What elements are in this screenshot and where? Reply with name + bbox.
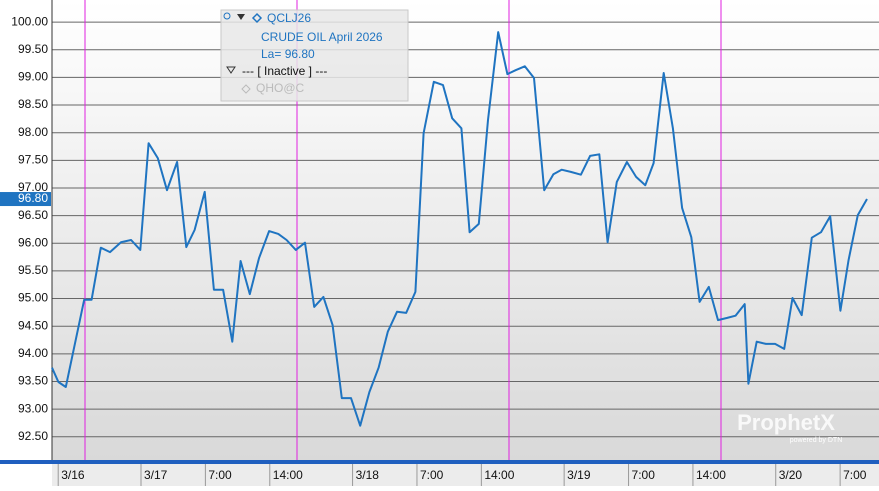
zoom-icon[interactable] bbox=[223, 12, 231, 20]
dropdown-icon[interactable] bbox=[237, 14, 245, 20]
watermark: ProphetX bbox=[737, 410, 835, 435]
y-tick-label: 95.00 bbox=[18, 291, 48, 305]
y-tick-label: 95.50 bbox=[18, 263, 48, 277]
last-price-box bbox=[0, 192, 51, 207]
watermark-sub: powered by DTN bbox=[790, 437, 843, 444]
x-axis-bar bbox=[0, 460, 879, 464]
x-tick-label: 7:00 bbox=[208, 468, 232, 482]
legend-last: La= 96.80 bbox=[261, 47, 315, 61]
x-tick-label: 7:00 bbox=[632, 468, 656, 482]
x-tick-label: 14:00 bbox=[696, 468, 726, 482]
legend-box: QCLJ26 CRUDE OIL April 2026 La= 96.80 --… bbox=[220, 9, 409, 102]
x-tick-label: 3/20 bbox=[779, 468, 803, 482]
last-price-label: 96.80 bbox=[18, 191, 48, 205]
x-tick-label: 14:00 bbox=[484, 468, 514, 482]
series-icon bbox=[241, 84, 251, 94]
series-icon bbox=[251, 12, 263, 24]
y-tick-label: 98.00 bbox=[18, 125, 48, 139]
y-tick-label: 92.50 bbox=[18, 429, 48, 443]
legend-inactive: --- [ Inactive ] --- bbox=[242, 64, 327, 78]
legend-description: CRUDE OIL April 2026 bbox=[261, 30, 383, 44]
y-tick-label: 98.50 bbox=[18, 97, 48, 111]
y-tick-label: 94.00 bbox=[18, 346, 48, 360]
y-tick-label: 93.50 bbox=[18, 374, 48, 388]
x-axis-area bbox=[52, 464, 879, 486]
x-tick-label: 3/17 bbox=[144, 468, 168, 482]
price-line bbox=[51, 31, 868, 427]
y-axis-area bbox=[0, 0, 52, 463]
y-tick-label: 99.50 bbox=[18, 42, 48, 56]
y-tick-label: 96.50 bbox=[18, 208, 48, 222]
y-tick-label: 93.00 bbox=[18, 401, 48, 415]
y-tick-label: 99.00 bbox=[18, 70, 48, 84]
y-tick-label: 96.00 bbox=[18, 235, 48, 249]
plot-area bbox=[52, 0, 879, 460]
x-tick-label: 7:00 bbox=[420, 468, 444, 482]
legend-other-symbol[interactable]: QHO@C bbox=[256, 81, 305, 95]
x-tick-label: 14:00 bbox=[273, 468, 303, 482]
x-tick-label: 3/16 bbox=[61, 468, 85, 482]
y-tick-label: 97.00 bbox=[18, 180, 48, 194]
legend-background bbox=[220, 9, 409, 102]
y-tick-label: 97.50 bbox=[18, 153, 48, 167]
y-tick-label: 94.50 bbox=[18, 318, 48, 332]
x-tick-label: 7:00 bbox=[843, 468, 867, 482]
x-tick-label: 3/18 bbox=[356, 468, 380, 482]
legend-symbol[interactable]: QCLJ26 bbox=[267, 11, 311, 25]
dropdown-icon[interactable] bbox=[226, 66, 236, 74]
y-tick-label: 100.00 bbox=[11, 14, 48, 28]
x-tick-label: 3/19 bbox=[567, 468, 591, 482]
